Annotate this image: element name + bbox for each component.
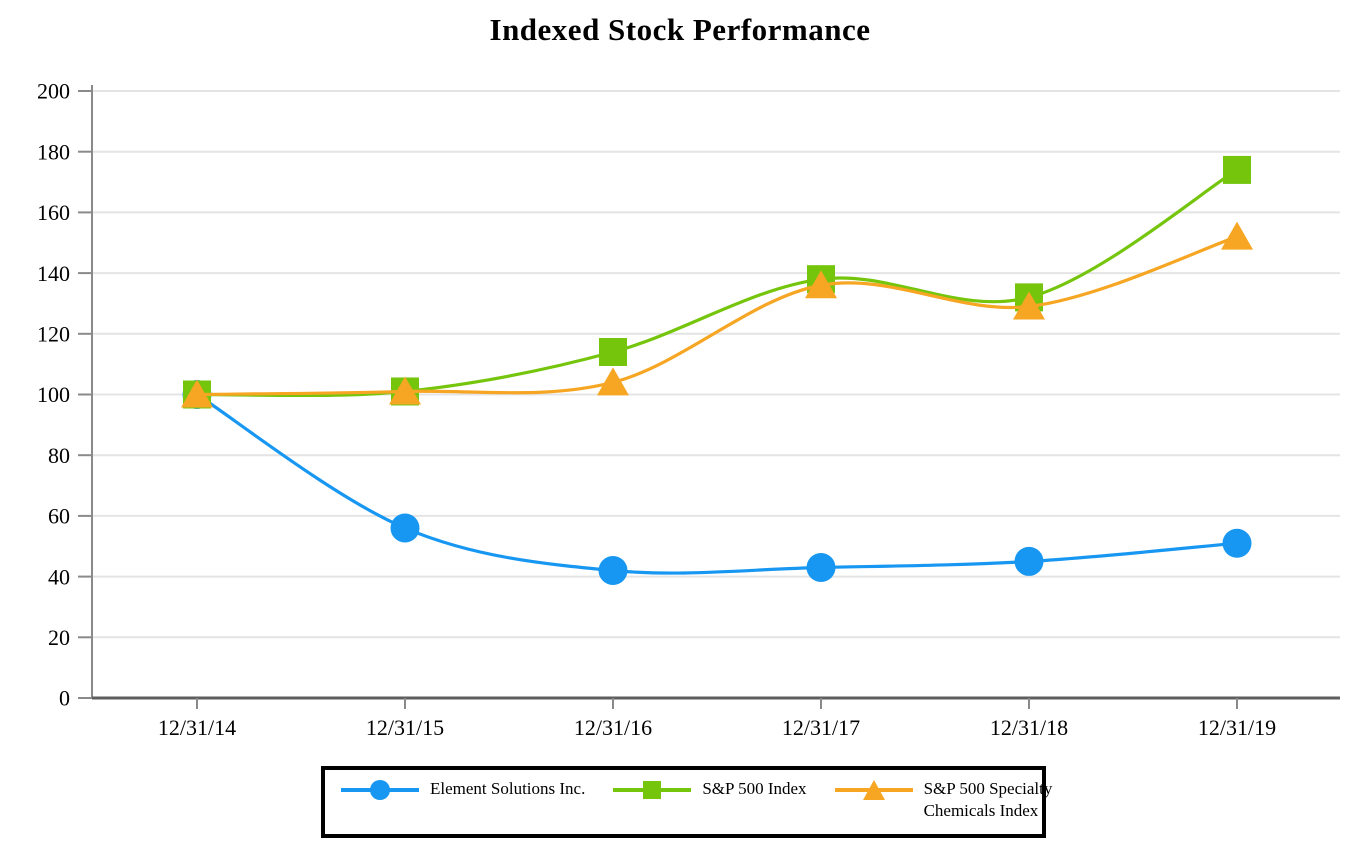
- series-s-p-500-specialty-chemicals-index: [181, 221, 1253, 408]
- series-s-p-500-index: [183, 155, 1251, 409]
- y-tick-label: 120: [37, 322, 70, 347]
- x-tick-label: 12/31/16: [574, 715, 652, 740]
- circle-marker: [390, 513, 420, 543]
- legend-triangle-marker: [862, 780, 885, 800]
- series-line: [195, 235, 1239, 397]
- y-tick-label: 80: [48, 443, 70, 468]
- x-tick-label: 12/31/17: [782, 715, 860, 740]
- circle-marker: [1222, 528, 1252, 558]
- triangle-marker: [805, 270, 837, 299]
- series-line: [195, 392, 1239, 575]
- axes: [91, 85, 1340, 700]
- x-tick-label: 12/31/14: [158, 715, 236, 740]
- legend-entry-s-p-500-index: S&P 500 Index: [611, 778, 807, 802]
- circle-marker: [598, 556, 628, 586]
- legend-label-line: S&P 500 Index: [702, 779, 807, 798]
- y-tick-label: 200: [37, 79, 70, 104]
- triangle-marker: [1013, 291, 1045, 320]
- chart-title: Indexed Stock Performance: [489, 12, 871, 47]
- legend-label: S&P 500 Specialty Chemicals Index: [924, 778, 1053, 822]
- y-tick-label: 140: [37, 261, 70, 286]
- legend-entry-s-p-500-specialty-chemicals-index: S&P 500 Specialty Chemicals Index: [833, 778, 1053, 822]
- legend-label-line: Element Solutions Inc.: [430, 779, 586, 798]
- legend-circle-marker: [370, 780, 390, 800]
- x-tick-label: 12/31/18: [990, 715, 1068, 740]
- y-tick-label: 40: [48, 564, 70, 589]
- square-swatch-icon: [613, 781, 692, 799]
- legend-entry-element-solutions-inc: Element Solutions Inc.: [339, 778, 585, 802]
- circle-marker: [1014, 546, 1044, 576]
- triangle-marker: [597, 367, 629, 396]
- y-axis-ticks: 0 20 40 60 80 100 120 140 160 180 200: [37, 79, 92, 711]
- square-marker: [1223, 155, 1251, 184]
- x-tick-label: 12/31/19: [1198, 715, 1276, 740]
- triangle-marker: [1221, 221, 1253, 250]
- legend-label-line: Chemicals Index: [923, 801, 1039, 820]
- x-axis-ticks: 12/31/14 12/31/15 12/31/16 12/31/17 12/31/18…: [158, 698, 1276, 740]
- x-tick-label: 12/31/15: [366, 715, 444, 740]
- series-line: [195, 168, 1239, 398]
- y-tick-label: 160: [37, 200, 70, 225]
- legend-label: S&P 500 Index: [702, 778, 806, 800]
- triangle-marker: [181, 379, 213, 408]
- legend-square-marker: [643, 781, 662, 799]
- y-tick-label: 100: [37, 382, 70, 407]
- y-tick-label: 180: [37, 139, 70, 164]
- circle-swatch-icon: [341, 780, 419, 800]
- y-tick-label: 20: [48, 625, 70, 650]
- square-marker: [599, 338, 627, 367]
- y-tick-label: 0: [59, 686, 70, 711]
- triangle-marker: [389, 376, 421, 405]
- legend: Element Solutions Inc. S&P 500 Index S&P 5…: [321, 766, 1052, 838]
- triangle-swatch-icon: [834, 780, 913, 800]
- y-tick-label: 60: [48, 504, 70, 529]
- gridlines: [92, 90, 1340, 639]
- circle-marker: [806, 552, 836, 582]
- legend-label-line: S&P 500 Specialty: [923, 779, 1053, 798]
- series-element-solutions-inc: [182, 380, 1252, 586]
- legend-label: Element Solutions Inc.: [430, 778, 585, 800]
